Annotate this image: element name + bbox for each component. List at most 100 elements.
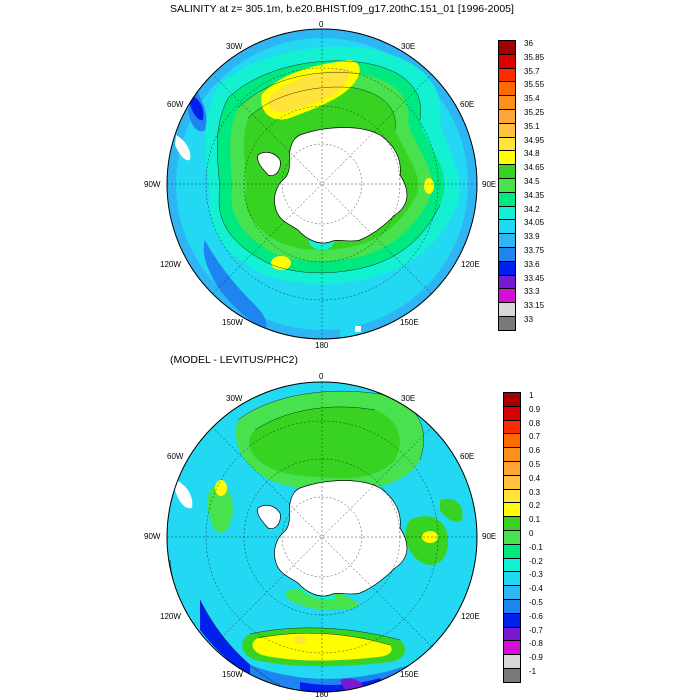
colorbar-tick-label: 34.2 <box>524 204 540 214</box>
colorbar-tick-label: 0.3 <box>529 487 541 497</box>
panel2-lon-label-60w: 60W <box>167 452 184 461</box>
colorbar-box <box>498 219 516 235</box>
colorbar-tick-label: -0.6 <box>529 611 543 621</box>
colorbar-tick-label: -1 <box>529 667 537 676</box>
panel2-lon-label-150e: 150E <box>400 670 419 679</box>
panel1-lon-label-120w: 120W <box>160 260 181 269</box>
panel2-lon-label-120e: 120E <box>461 612 480 621</box>
colorbar-box <box>498 164 516 179</box>
colorbar-box <box>503 571 521 587</box>
colorbar-tick-label: 33.9 <box>524 232 540 242</box>
colorbar-tick-label: 0.9 <box>529 404 541 414</box>
colorbar-box <box>503 488 521 504</box>
colorbar-box <box>503 530 521 545</box>
colorbar-tick-label: 34.5 <box>524 177 540 186</box>
colorbar-tick-label: 0.1 <box>529 515 541 525</box>
colorbar-box <box>503 433 521 449</box>
panel1-lon-label-90e: 90E <box>482 180 497 189</box>
colorbar-box <box>503 405 521 421</box>
colorbar-tick-label: 36 <box>524 39 533 48</box>
colorbar-tick-label: 0.7 <box>529 432 541 442</box>
colorbar-box <box>503 461 521 476</box>
colorbar-box <box>498 316 516 331</box>
colorbar-box <box>503 447 521 462</box>
panel2-colorbar: 1 0.9 0.8 0.7 0.6 0.5 0.4 0.3 0.2 0.1 0 -0.1 -0.2 -0.… <box>503 391 563 683</box>
colorbar-box <box>498 233 516 248</box>
panel1-lon-label-30w: 30W <box>226 42 243 51</box>
panel1-lon-label-60w: 60W <box>167 100 184 109</box>
panel1-lon-label-0: 0 <box>319 20 324 29</box>
colorbar-box <box>503 599 521 614</box>
panel2-lon-label-120w: 120W <box>160 612 181 621</box>
colorbar-tick-label: 35.4 <box>524 94 540 104</box>
panel2-lon-label-60e: 60E <box>460 452 475 461</box>
colorbar-box <box>498 150 516 166</box>
colorbar-box <box>503 612 521 628</box>
colorbar-tick-label: 33 <box>524 315 533 324</box>
colorbar-box <box>503 585 521 600</box>
colorbar-tick-label: 0.6 <box>529 446 541 456</box>
colorbar-box <box>503 419 521 435</box>
panel2-lon-label-90e: 90E <box>482 532 497 541</box>
colorbar-tick-label: 35.7 <box>524 66 540 76</box>
colorbar-box <box>498 109 516 124</box>
colorbar-box <box>498 122 516 138</box>
colorbar-box <box>498 81 516 97</box>
colorbar-box <box>503 516 521 531</box>
panel1-lon-label-90w: 90W <box>144 180 161 189</box>
colorbar-box <box>498 40 516 55</box>
colorbar-box <box>503 392 521 407</box>
colorbar-tick-label: 34.05 <box>524 218 545 228</box>
colorbar-box <box>498 302 516 317</box>
colorbar-box <box>503 474 521 490</box>
colorbar-tick-label: 35.55 <box>524 80 545 90</box>
colorbar-tick-label: 1 <box>529 391 534 400</box>
colorbar-tick-label: 34.8 <box>524 149 540 159</box>
colorbar-tick-label: 0.5 <box>529 460 541 469</box>
colorbar-tick-label: 35.1 <box>524 121 540 131</box>
colorbar-tick-label: 33.15 <box>524 301 545 311</box>
colorbar-tick-label: -0.2 <box>529 556 543 566</box>
colorbar-box <box>498 260 516 276</box>
colorbar-tick-label: 0 <box>529 529 534 538</box>
panel2-lon-label-90w: 90W <box>144 532 161 541</box>
panel1-lon-label-150w: 150W <box>222 318 243 327</box>
colorbar-tick-label: 33.75 <box>524 246 545 255</box>
panel1-lon-label-180: 180 <box>315 341 329 350</box>
colorbar-box <box>498 191 516 207</box>
panel2-lon-label-30e: 30E <box>401 394 416 403</box>
colorbar-tick-label: 34.65 <box>524 163 545 173</box>
colorbar-tick-label: -0.7 <box>529 625 543 635</box>
colorbar-tick-label: 34.35 <box>524 190 545 200</box>
colorbar-tick-label: -0.8 <box>529 639 543 649</box>
colorbar-tick-label: 33.45 <box>524 273 545 283</box>
colorbar-box <box>498 178 516 193</box>
colorbar-box <box>503 654 521 669</box>
colorbar-box <box>503 668 521 683</box>
panel1-lon-label-60e: 60E <box>460 100 475 109</box>
panel1-lon-label-150e: 150E <box>400 318 419 327</box>
colorbar-box <box>498 205 516 221</box>
colorbar-tick-label: 33.6 <box>524 259 540 269</box>
panel1-title: SALINITY at z= 305.1m, b.e20.BHIST.f09_g… <box>170 3 514 15</box>
colorbar-box <box>503 543 521 559</box>
panel2-title: (MODEL - LEVITUS/PHC2) <box>170 354 298 366</box>
panel2-lon-label-180: 180 <box>315 690 329 699</box>
colorbar-box <box>498 288 516 304</box>
colorbar-box <box>498 95 516 110</box>
colorbar-tick-label: 33.3 <box>524 287 540 297</box>
colorbar-tick-label: 34.95 <box>524 135 545 145</box>
colorbar-box <box>503 502 521 518</box>
panel1-salinity-field <box>167 29 477 339</box>
panel1-colorbar: 36 35.85 35.7 35.55 35.4 35.25 35.1 34.95 34.8 34… <box>498 39 558 331</box>
colorbar-tick-label: 0.4 <box>529 473 541 483</box>
colorbar-box <box>498 274 516 290</box>
colorbar-tick-label: -0.1 <box>529 542 543 552</box>
colorbar-box <box>503 640 521 656</box>
colorbar-box <box>498 53 516 69</box>
colorbar-tick-label: -0.3 <box>529 570 543 580</box>
colorbar-tick-label: 0.8 <box>529 418 541 428</box>
colorbar-tick-label: 0.2 <box>529 501 541 511</box>
colorbar-box <box>498 247 516 262</box>
